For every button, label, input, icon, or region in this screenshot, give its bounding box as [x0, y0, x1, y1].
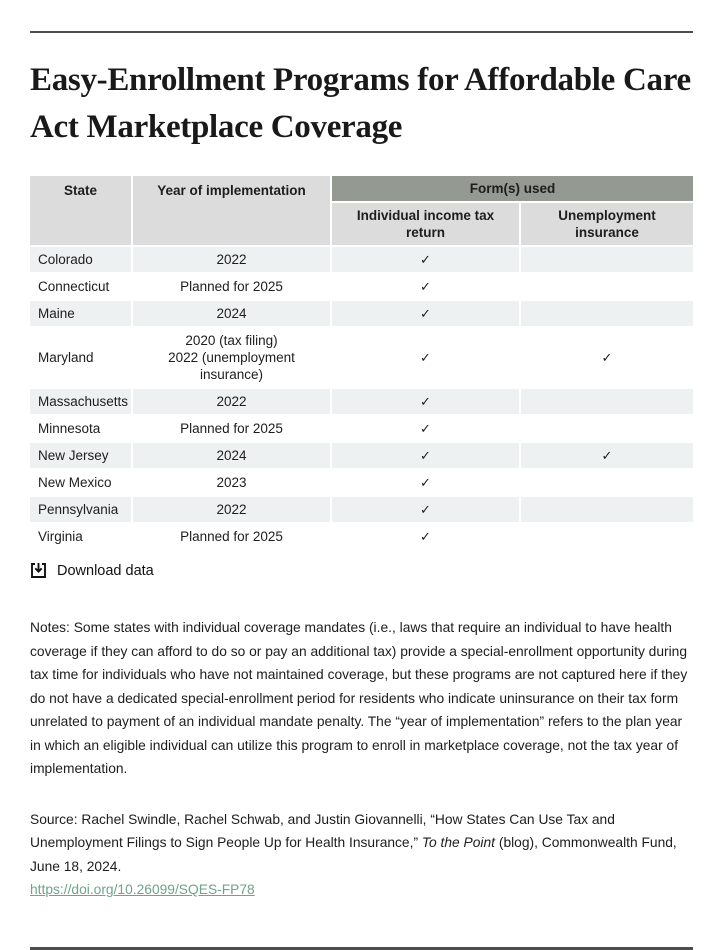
- individual-tax-check-cell: ✓: [332, 301, 521, 328]
- state-cell: Colorado: [30, 247, 133, 274]
- state-cell: Massachusetts: [30, 389, 133, 416]
- year-cell: Planned for 2025: [133, 524, 332, 551]
- page-content: Easy-Enrollment Programs for Affordable …: [0, 31, 725, 950]
- state-cell: Virginia: [30, 524, 133, 551]
- state-cell: New Jersey: [30, 443, 133, 470]
- year-cell: 2022: [133, 497, 332, 524]
- source-paragraph: Source: Rachel Swindle, Rachel Schwab, a…: [30, 808, 693, 902]
- individual-tax-check-cell: ✓: [332, 470, 521, 497]
- table-row: Pennsylvania 2022 ✓: [30, 497, 694, 524]
- individual-tax-check-cell: ✓: [332, 497, 521, 524]
- state-cell: Minnesota: [30, 416, 133, 443]
- year-cell: 2022: [133, 247, 332, 274]
- state-cell: Maryland: [30, 328, 133, 389]
- source-blog-name: To the Point: [421, 835, 496, 850]
- table-row: Connecticut Planned for 2025 ✓: [30, 274, 694, 301]
- download-data-button[interactable]: Download data: [30, 562, 154, 579]
- year-cell: 2024: [133, 443, 332, 470]
- unemployment-check-cell: [521, 274, 694, 301]
- header-individual-income-tax: Individual income tax return: [332, 203, 521, 247]
- individual-tax-check-cell: ✓: [332, 328, 521, 389]
- year-cell: 2023: [133, 470, 332, 497]
- table-row: New Mexico 2023 ✓: [30, 470, 694, 497]
- page-title: Easy-Enrollment Programs for Affordable …: [30, 62, 691, 145]
- unemployment-check-cell: ✓: [521, 443, 694, 470]
- state-cell: Connecticut: [30, 274, 133, 301]
- download-icon: [30, 562, 47, 579]
- table-row: Maine 2024 ✓: [30, 301, 694, 328]
- individual-tax-check-cell: ✓: [332, 416, 521, 443]
- table-row: New Jersey 2024 ✓ ✓: [30, 443, 694, 470]
- table-row: Virginia Planned for 2025 ✓: [30, 524, 694, 551]
- header-forms-used: Form(s) used: [332, 176, 694, 203]
- header-year: Year of implementation: [133, 176, 332, 247]
- individual-tax-check-cell: ✓: [332, 524, 521, 551]
- source-suffix: (blog), Commonwealth Fund, June 18, 2024…: [30, 835, 677, 874]
- unemployment-check-cell: [521, 524, 694, 551]
- download-label: Download data: [57, 562, 154, 579]
- unemployment-check-cell: [521, 301, 694, 328]
- source-prefix: Source: Rachel Swindle, Rachel Schwab, a…: [30, 811, 615, 851]
- unemployment-check-cell: [521, 247, 694, 274]
- doi-link[interactable]: https://doi.org/10.26099/SQES-FP78: [30, 882, 255, 897]
- individual-tax-check-cell: ✓: [332, 389, 521, 416]
- bottom-divider: [30, 946, 693, 950]
- easy-enrollment-table: State Year of implementation Form(s) use…: [30, 176, 694, 551]
- state-cell: Pennsylvania: [30, 497, 133, 524]
- year-cell: 2022: [133, 389, 332, 416]
- header-unemployment-insurance: Unemployment insurance: [521, 203, 694, 247]
- individual-tax-check-cell: ✓: [332, 247, 521, 274]
- year-cell: Planned for 2025: [133, 416, 332, 443]
- table-row: Massachusetts 2022 ✓: [30, 389, 694, 416]
- unemployment-check-cell: [521, 470, 694, 497]
- unemployment-check-cell: [521, 416, 694, 443]
- table-row: Minnesota Planned for 2025 ✓: [30, 416, 694, 443]
- unemployment-check-cell: [521, 497, 694, 524]
- notes-paragraph: Notes: Some states with individual cover…: [30, 620, 688, 776]
- year-cell: 2024: [133, 301, 332, 328]
- table-body: Colorado 2022 ✓ Connecticut Planned for 2025…: [30, 247, 694, 551]
- individual-tax-check-cell: ✓: [332, 274, 521, 301]
- table-row: Colorado 2022 ✓: [30, 247, 694, 274]
- table-header: State Year of implementation Form(s) use…: [30, 176, 694, 247]
- top-divider: [30, 31, 693, 33]
- year-cell: Planned for 2025: [133, 274, 332, 301]
- unemployment-check-cell: [521, 389, 694, 416]
- unemployment-check-cell: ✓: [521, 328, 694, 389]
- individual-tax-check-cell: ✓: [332, 443, 521, 470]
- state-cell: New Mexico: [30, 470, 133, 497]
- state-cell: Maine: [30, 301, 133, 328]
- header-state: State: [30, 176, 133, 247]
- table-row: Maryland 2020 (tax filing) 2022 (unemploy…: [30, 328, 694, 389]
- year-cell: 2020 (tax filing) 2022 (unemployment ins…: [133, 328, 332, 389]
